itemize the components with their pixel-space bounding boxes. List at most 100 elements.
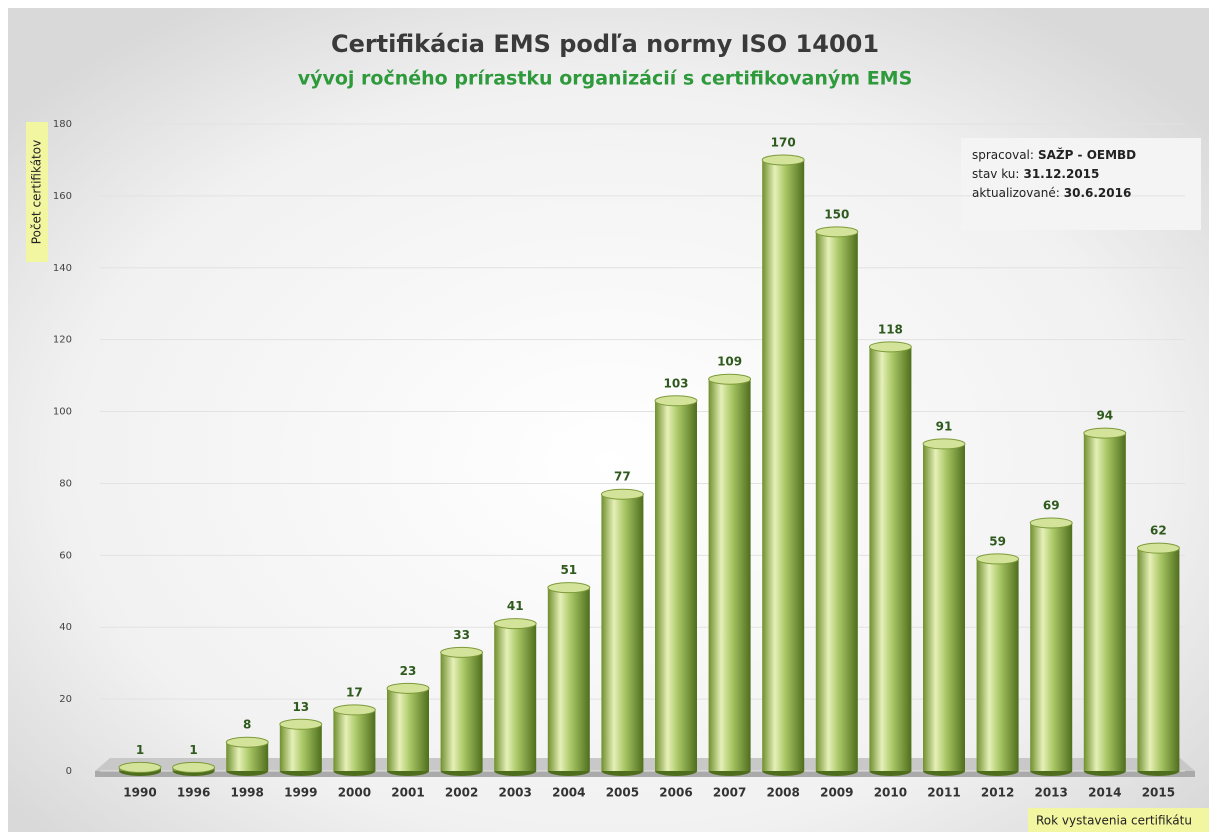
- bar: [1083, 433, 1126, 771]
- info-line: stav ku: 31.12.2015: [972, 167, 1099, 181]
- bar: [387, 688, 429, 771]
- data-label: 59: [989, 534, 1006, 548]
- info-label: stav ku:: [972, 167, 1019, 181]
- data-label: 170: [771, 135, 796, 149]
- bar: [494, 623, 537, 771]
- info-value: SAŽP - OEMBD: [1038, 147, 1136, 162]
- data-label: 150: [824, 207, 849, 221]
- bar-top: [279, 718, 323, 730]
- data-label: 62: [1150, 524, 1167, 538]
- y-axis-label: Počet certifikátov: [30, 140, 44, 244]
- bar-top: [600, 488, 644, 500]
- bar-top: [386, 682, 430, 694]
- x-tick-label: 2008: [766, 786, 799, 800]
- y-tick-label: 0: [66, 766, 72, 777]
- info-value: 31.12.2015: [1023, 167, 1099, 181]
- bar: [976, 558, 1019, 771]
- info-line: spracoval: SAŽP - OEMBD: [972, 147, 1136, 162]
- info-box: [961, 138, 1201, 230]
- data-label: 41: [507, 599, 524, 613]
- data-label: 13: [292, 700, 309, 714]
- x-tick-label: 2005: [606, 786, 639, 800]
- bar: [547, 587, 590, 771]
- data-label: 23: [400, 664, 417, 678]
- data-label: 1: [136, 743, 144, 757]
- data-label: 91: [936, 419, 953, 433]
- bar: [708, 379, 751, 771]
- bar-top: [868, 341, 912, 353]
- y-tick-label: 60: [59, 550, 72, 561]
- data-label: 8: [243, 718, 251, 732]
- x-tick-label: 2003: [498, 786, 531, 800]
- bar: [601, 494, 644, 771]
- x-tick-label: 2007: [713, 786, 746, 800]
- data-label: 103: [663, 376, 688, 390]
- x-tick-label: 2004: [552, 786, 585, 800]
- data-label: 118: [878, 322, 903, 336]
- y-tick-label: 100: [53, 407, 72, 418]
- info-line: aktualizované: 30.6.2016: [972, 186, 1131, 200]
- x-tick-label: 2010: [874, 786, 907, 800]
- y-label-box: [26, 122, 48, 262]
- x-tick-label: 2000: [338, 786, 371, 800]
- bar-top: [225, 736, 269, 748]
- data-label: 69: [1043, 498, 1060, 512]
- bar-top: [493, 618, 537, 630]
- bar: [815, 231, 858, 772]
- y-tick-label: 180: [53, 119, 72, 130]
- bar-top: [332, 704, 376, 716]
- bar: [440, 652, 483, 771]
- data-label: 17: [346, 685, 363, 699]
- bar-top: [440, 646, 484, 658]
- x-tick-label: 2011: [927, 786, 960, 800]
- y-tick-label: 120: [53, 335, 72, 346]
- x-tick-label: 1999: [284, 786, 317, 800]
- bar-top: [118, 761, 162, 773]
- x-tick-label: 2013: [1034, 786, 1067, 800]
- bar-top: [654, 395, 698, 407]
- floor-edge: [95, 771, 1195, 777]
- x-tick-label: 1998: [230, 786, 263, 800]
- bar: [869, 346, 912, 771]
- bar: [762, 159, 805, 771]
- bar-top: [547, 582, 591, 594]
- bar: [279, 724, 322, 771]
- data-label: 109: [717, 355, 742, 369]
- bar-top: [976, 553, 1020, 565]
- x-tick-label: 2006: [659, 786, 692, 800]
- bar: [923, 443, 965, 771]
- y-tick-label: 140: [53, 263, 72, 274]
- bar-top: [1136, 542, 1180, 554]
- x-tick-label: 2014: [1088, 786, 1121, 800]
- x-tick-label: 2012: [981, 786, 1014, 800]
- x-tick-label: 2002: [445, 786, 478, 800]
- y-tick-label: 80: [59, 478, 72, 489]
- x-tick-label: 2001: [391, 786, 424, 800]
- data-label: 1: [189, 743, 197, 757]
- x-tick-label: 1990: [123, 786, 156, 800]
- x-tick-label: 2015: [1142, 786, 1175, 800]
- bar-top: [708, 373, 752, 385]
- y-tick-label: 40: [59, 622, 72, 633]
- info-label: aktualizované:: [972, 186, 1060, 200]
- bar: [655, 400, 697, 771]
- bar: [1030, 522, 1073, 771]
- bar: [1137, 548, 1180, 771]
- bar-top: [815, 226, 859, 238]
- x-label-box: [1028, 808, 1209, 832]
- data-label: 51: [560, 563, 577, 577]
- x-tick-label: 1996: [177, 786, 210, 800]
- chart-title: Certifikácia EMS podľa normy ISO 14001: [331, 30, 879, 58]
- y-tick-label: 160: [53, 191, 72, 202]
- bar-top: [172, 761, 216, 773]
- bar: [333, 709, 376, 771]
- info-label: spracoval:: [972, 148, 1034, 162]
- chart-subtitle: vývoj ročného prírastku organizácií s ce…: [298, 68, 913, 90]
- bar-top: [1083, 427, 1127, 439]
- x-axis-label: Rok vystavenia certifikátu: [1036, 814, 1192, 828]
- y-tick-label: 20: [59, 694, 72, 705]
- bar-top: [761, 154, 805, 166]
- bar-top: [1029, 517, 1073, 529]
- x-tick-label: 2009: [820, 786, 853, 800]
